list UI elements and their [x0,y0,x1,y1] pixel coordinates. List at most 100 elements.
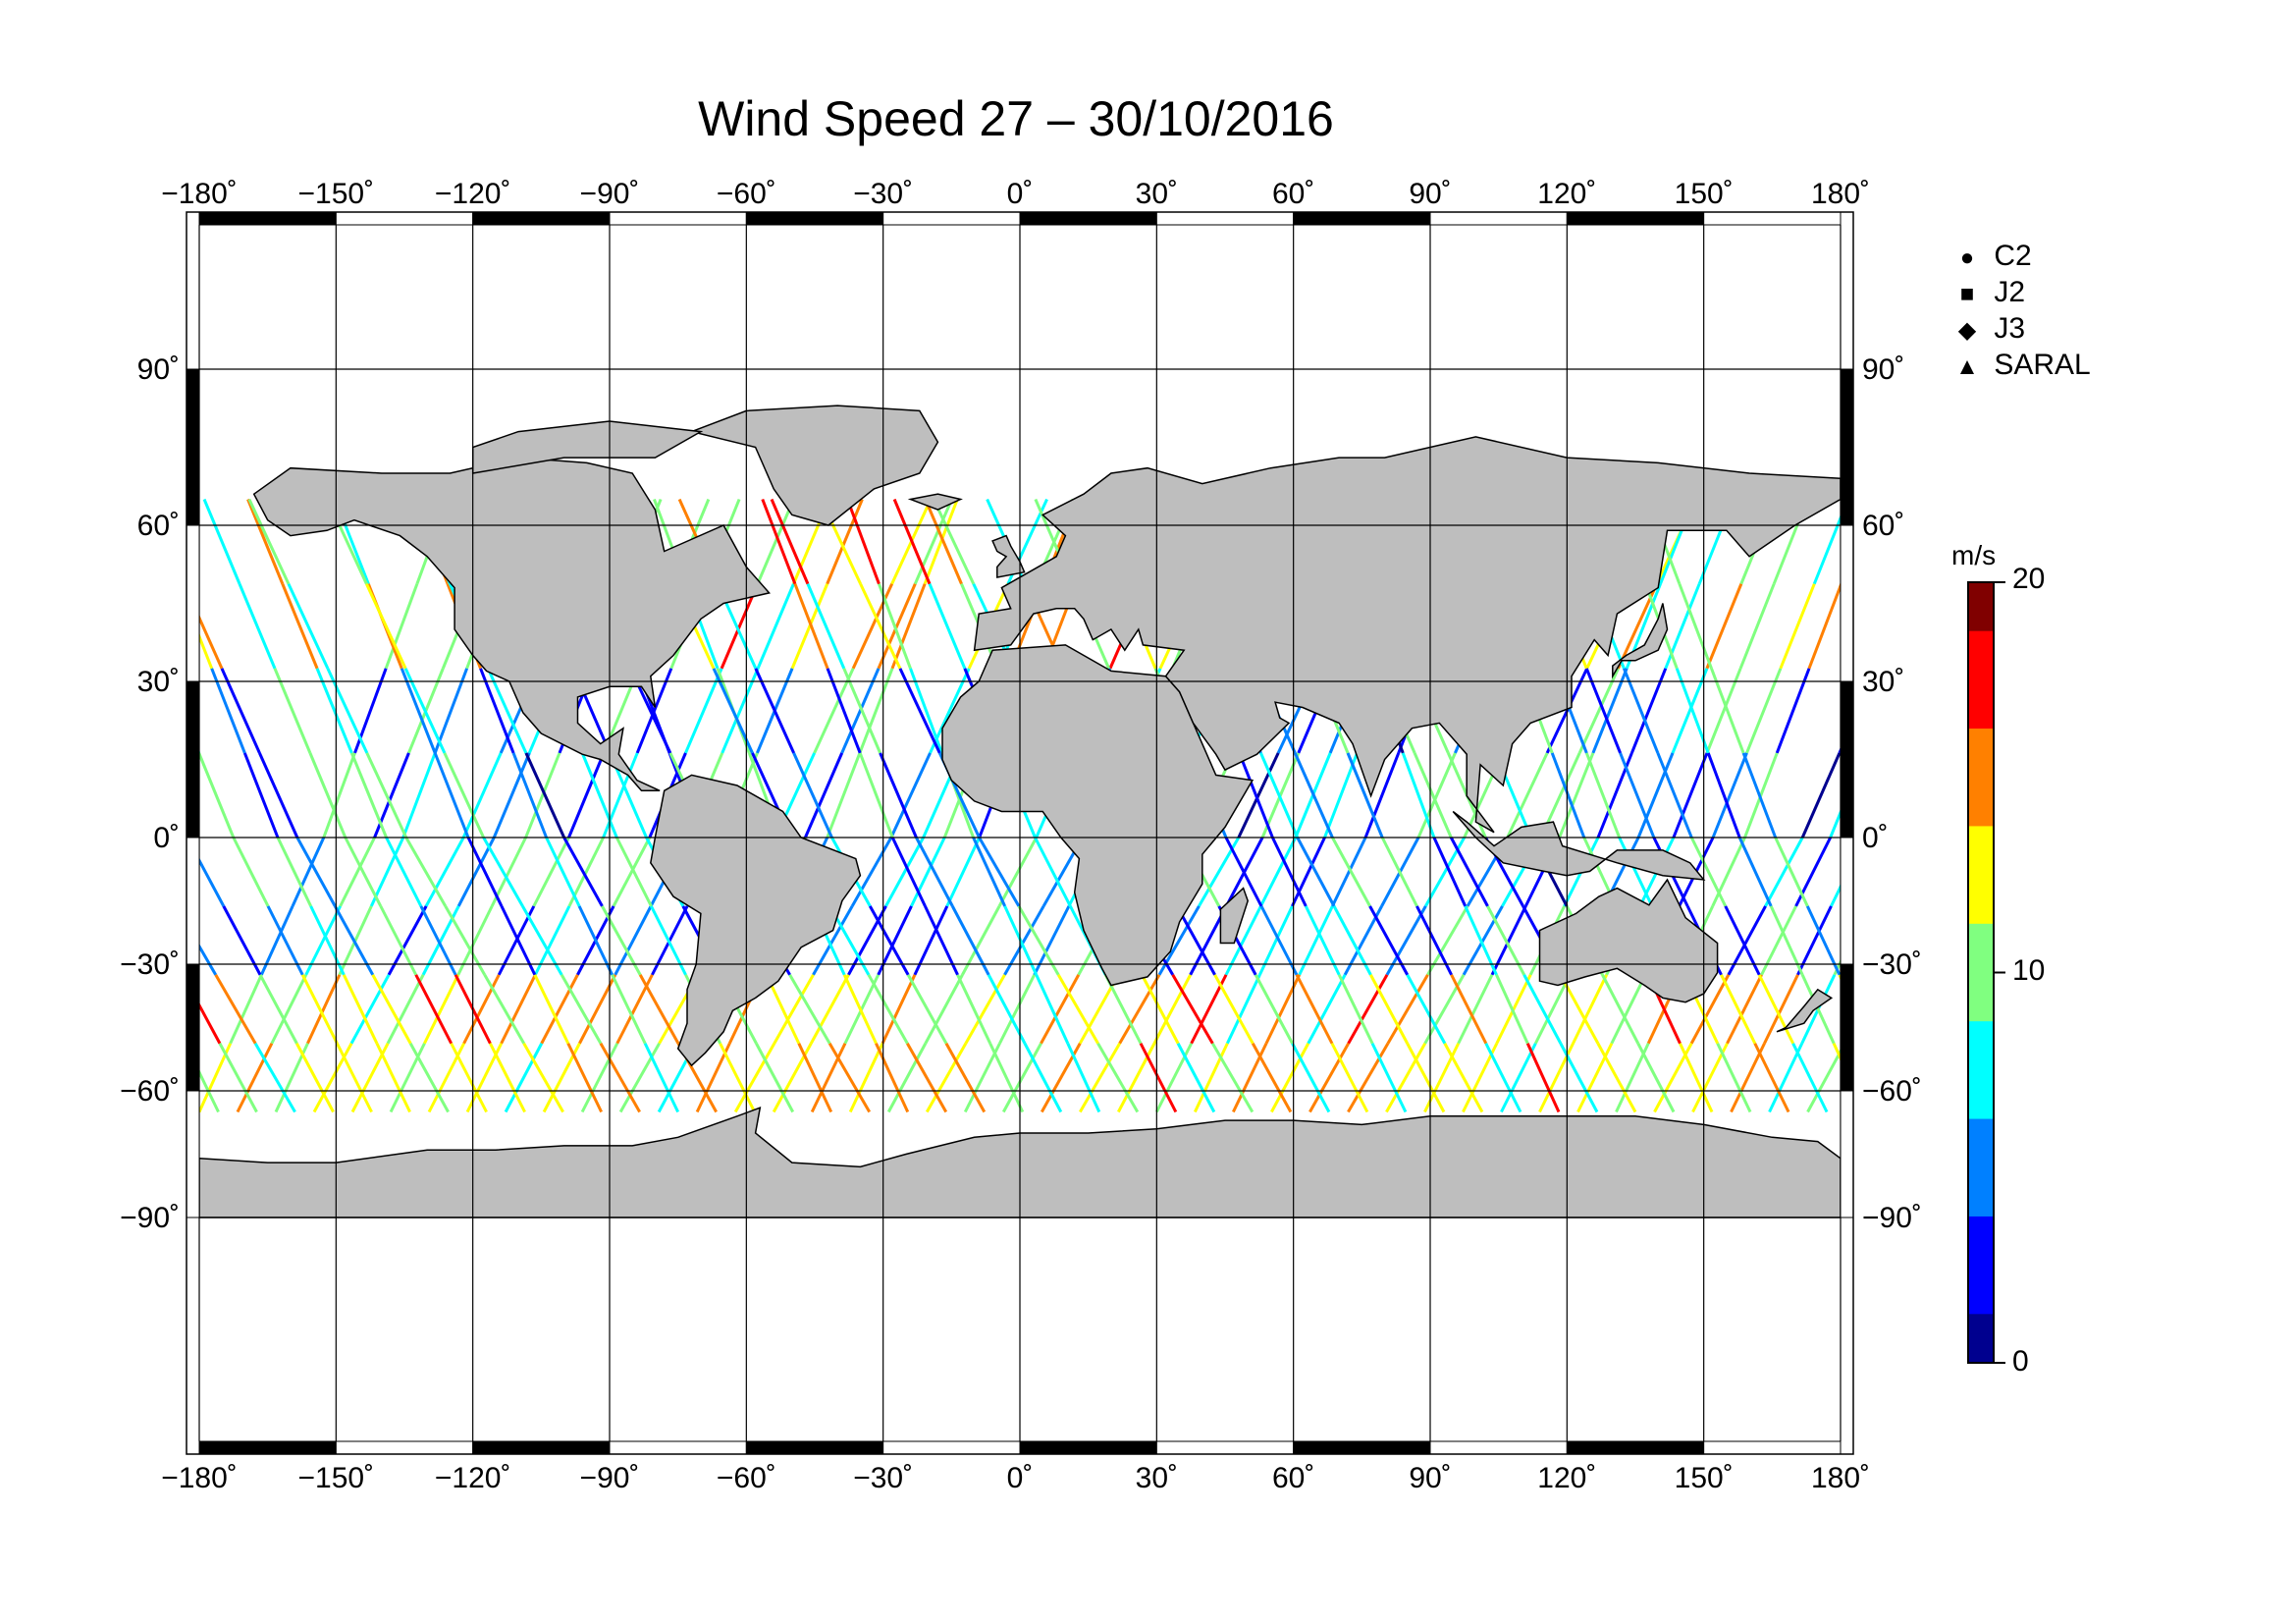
lon-tick-label-top: 90˚ [1409,178,1451,210]
track-segment [218,1042,258,1113]
colorbar-step [1968,923,1994,935]
track-segment [386,974,425,1045]
lat-tick-label-left: −90˚ [120,1202,180,1234]
colorbar-step [1968,894,1994,905]
track-segment [1506,752,1549,839]
lon-tick-label-bottom: −90˚ [580,1462,640,1494]
track-segment [232,837,270,907]
track-segment [364,582,407,670]
frame-band-top [1566,211,1705,226]
track-segment [1176,1042,1216,1113]
track-segment [387,905,428,976]
track-segment [618,1042,661,1113]
track-segment [1259,905,1299,976]
track-segment [52,753,85,838]
track-segment [1226,974,1261,1045]
track-segment [1919,838,1956,906]
colorbar-step [1968,1069,1994,1081]
track-segment [720,583,760,670]
frame-band-bottom [198,1440,337,1455]
colorbar-step [1968,1011,1994,1022]
track-segment [545,837,581,907]
track-segment [1224,905,1262,976]
track-segment [761,498,797,585]
track-segment [466,837,504,907]
track-segment [384,583,419,670]
track-segment [804,752,844,839]
track-segment [978,837,1021,907]
track-segment [848,1042,884,1113]
colorbar-step [1968,972,1994,984]
track-segment [842,668,881,754]
track-segment [756,583,795,670]
track-segment [18,584,57,669]
track-segment [1416,752,1457,839]
track-segment [886,1042,928,1113]
track-segment [287,582,330,670]
colorbar-step [1968,1265,1994,1276]
track-segment [1741,752,1778,839]
track-segment [540,974,579,1045]
track-segment [788,973,831,1045]
track-segment [1490,905,1527,976]
track-segment [1596,1042,1637,1113]
track-segment [1878,975,1910,1044]
track-segment [806,583,846,670]
track-segment [414,974,453,1045]
track-segment [72,753,109,838]
colorbar-step [1968,1051,1994,1061]
colorbar-tick-min: 0 [2012,1345,2029,1378]
track-segment [1994,669,2031,753]
track-segment [333,905,375,976]
track-segment [2004,838,2045,906]
track-segment [479,668,515,754]
track-segment [78,584,114,669]
track-segment [1291,837,1326,907]
track-segment [492,752,531,839]
track-segment [868,905,910,976]
lon-tick-label-bottom: 60˚ [1272,1462,1314,1494]
colorbar-step [1968,1128,1994,1140]
track-segment [643,1042,680,1113]
colorbar-step [1968,1187,1994,1198]
colorbar-step [1968,621,1994,632]
track-segment [719,1042,757,1113]
track-segment [1415,905,1453,976]
track-segment [1726,974,1763,1045]
track-segment [349,974,391,1045]
diamond-icon: ◆ [1957,317,1977,344]
colorbar-step [1968,729,1994,739]
track-segment [840,668,881,754]
track-segment [433,668,469,754]
track-segment [130,584,164,669]
colorbar-step [1968,1235,1994,1247]
track-segment [1413,752,1453,839]
colorbar-step [1968,885,1994,895]
track-segment [1525,1043,1561,1113]
track-segment [521,905,563,976]
track-segment [1293,752,1334,839]
track-segment [1323,752,1359,839]
track-segment [560,974,603,1045]
track-segment [258,752,299,839]
track-segment [826,498,864,585]
track-segment [611,974,647,1045]
track-segment [1495,974,1532,1045]
track-segment [1003,905,1039,976]
colorbar-step [1968,1148,1994,1159]
colorbar-step [1968,952,1994,964]
lon-tick-label-top: 150˚ [1675,178,1734,210]
track-segment [2124,584,2164,669]
track-segment [1805,905,1841,976]
frame-band-right [1840,963,1854,1092]
colorbar-step [1968,1089,1994,1101]
colorbar-step [1968,982,1994,993]
lat-tick-label-left: −30˚ [120,948,180,981]
track-segment [1636,1042,1676,1113]
track-segment [1346,752,1384,839]
track-segment [95,500,130,584]
axis-tick-labels: −180˚ −180˚ −150˚ −150˚ −120˚ −120˚ −90˚ −90˚ −6… [120,178,1922,1494]
colorbar-step [1968,786,1994,798]
track-segment [879,752,918,839]
track-segment [253,1042,296,1113]
